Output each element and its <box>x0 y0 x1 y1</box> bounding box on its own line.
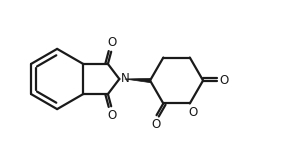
Text: O: O <box>108 109 117 122</box>
Text: O: O <box>219 74 229 87</box>
Text: O: O <box>108 36 117 49</box>
Text: O: O <box>151 118 161 131</box>
Polygon shape <box>125 78 150 83</box>
Text: O: O <box>189 106 198 119</box>
Text: N: N <box>121 72 129 85</box>
